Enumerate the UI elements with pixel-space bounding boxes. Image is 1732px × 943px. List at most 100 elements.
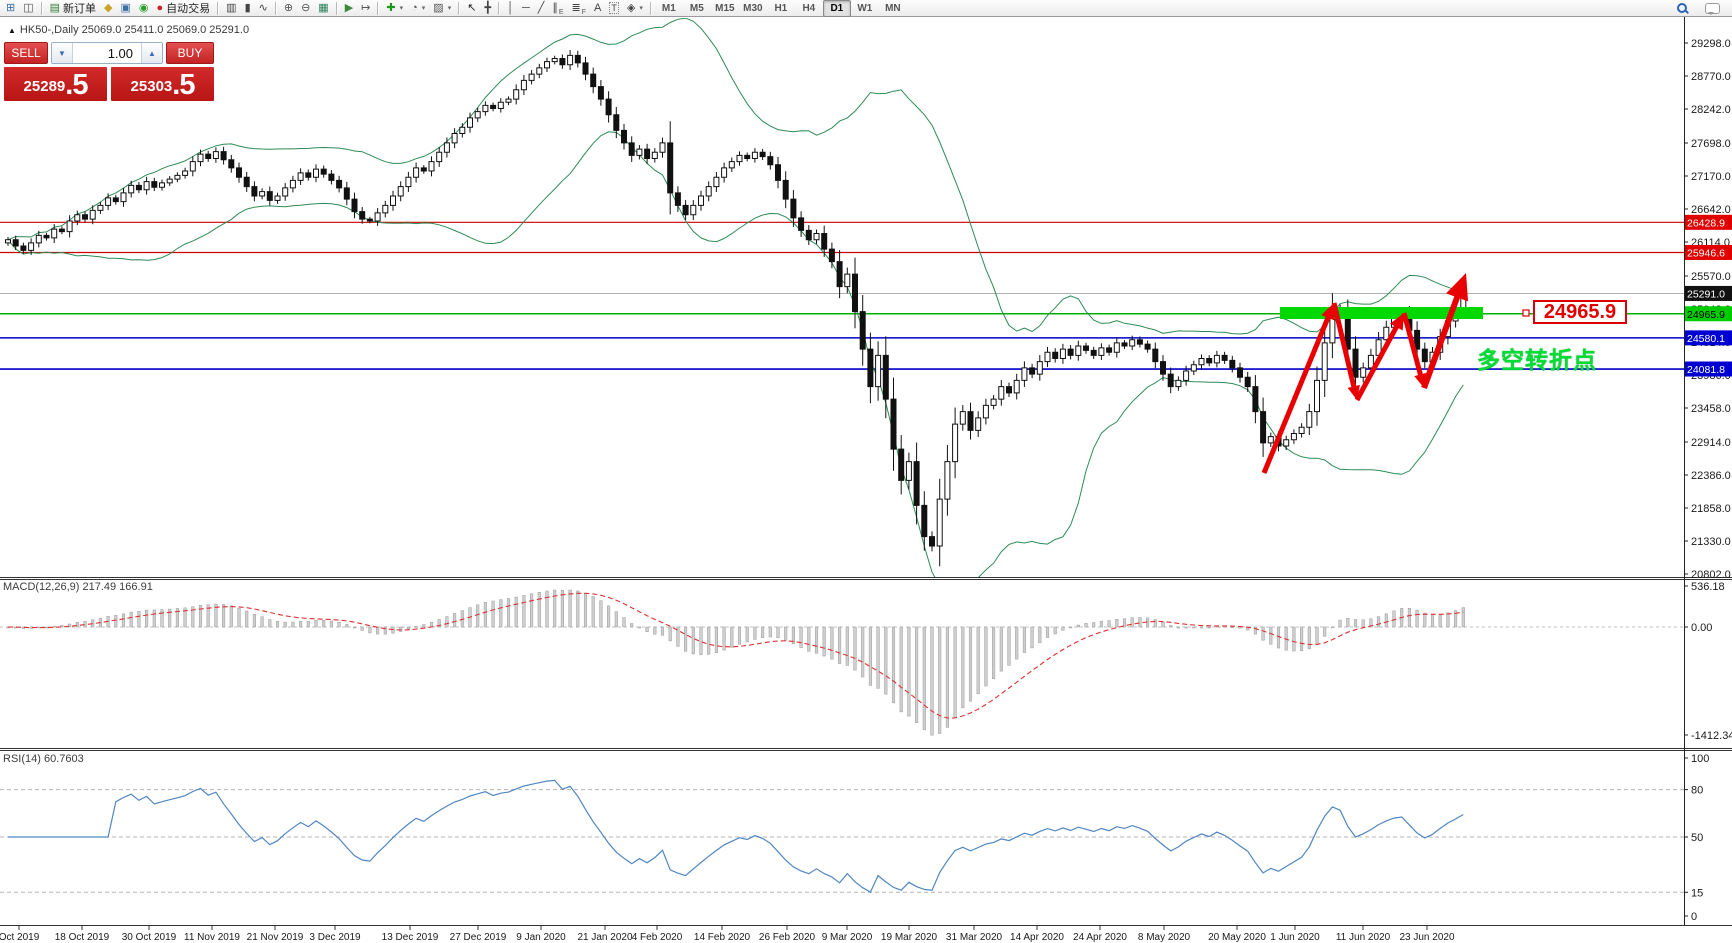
timeframe-H1[interactable]: H1 <box>774 2 788 14</box>
indicators-button[interactable]: ✚ ▾ <box>382 0 407 17</box>
timeframe-D1[interactable]: D1 <box>822 0 851 17</box>
timeframe-M30[interactable]: M30 <box>743 2 763 14</box>
new-order-button[interactable]: ▤ 新订单 <box>46 0 100 17</box>
timeframe-MN[interactable]: MN <box>885 2 901 14</box>
arrows-button[interactable]: ◈ ▾ <box>623 0 647 17</box>
toolbar-separator <box>377 1 380 15</box>
cursor-icon: ↖ <box>467 1 477 14</box>
search-icon <box>1676 2 1689 15</box>
date-axis[interactable]: Oct 2019 18 Oct 2019 30 Oct 2019 11 Nov 201… <box>0 926 1455 943</box>
line-chart-button[interactable]: ∿ <box>255 0 272 17</box>
cursor-button[interactable]: ↖ <box>463 0 480 17</box>
chart-annotations[interactable] <box>1261 273 1530 474</box>
date-tick-label: 26 Feb 2020 <box>759 932 816 943</box>
templates-button[interactable]: ▨ ▾ <box>429 0 455 17</box>
zoom-in-icon: ⊕ <box>283 1 294 14</box>
candles <box>5 50 1467 567</box>
macd-axis-label: 536.18 <box>1691 581 1725 593</box>
symbol-info: ▲ HK50-,Daily 25069.0 25411.0 25069.0 252… <box>8 24 250 36</box>
equidistant-channel-button[interactable]: ∥ E <box>548 0 567 17</box>
zoom-out-icon: ⊖ <box>301 1 311 14</box>
periods-icon: ◔ <box>411 1 418 14</box>
timeframe-W1[interactable]: W1 <box>857 2 873 14</box>
macd-indicator-label: MACD(12,26,9) 217.49 166.91 <box>3 581 153 593</box>
date-tick-label: 18 Oct 2019 <box>55 932 110 943</box>
autotrading-button[interactable]: ● 自动交易 <box>153 0 215 17</box>
indicators-icon: ✚ <box>386 1 396 14</box>
chat-button[interactable] <box>1701 0 1724 17</box>
candlestick-chart-button[interactable]: ▮ <box>241 0 255 17</box>
macd-axis-label: 0.00 <box>1691 622 1712 634</box>
text-button[interactable]: A <box>590 0 605 17</box>
macd-signal-line <box>7 592 1464 719</box>
price-level-badge-label: 24580.1 <box>1687 333 1725 345</box>
date-tick-label: 30 Oct 2019 <box>122 932 177 943</box>
bollinger-bands <box>7 18 1464 577</box>
sell-price-tile[interactable]: 25289.5 <box>4 67 107 101</box>
timeframe-M1[interactable]: M1 <box>661 2 676 14</box>
templates-icon: ▨ <box>433 1 444 14</box>
zoom-out-button[interactable]: ⊖ <box>297 0 314 17</box>
price-level-badge <box>1685 306 1732 322</box>
rsi-panel-content <box>0 779 1684 893</box>
arrows-caret-icon: ▾ <box>639 5 643 12</box>
timeframe-M15[interactable]: M15 <box>715 2 735 14</box>
crosshair-button[interactable]: ╋ <box>480 0 495 17</box>
chart-shift-button[interactable]: ↦ <box>357 0 374 17</box>
date-tick-label: 1 Jun 2020 <box>1270 932 1320 943</box>
metaeditor-button[interactable]: ◆ <box>100 0 116 17</box>
date-tick-label: 14 Apr 2020 <box>1010 932 1064 943</box>
bar-chart-button[interactable]: ▥ <box>222 0 240 17</box>
text-icon: A <box>594 1 602 14</box>
price-level-badge-label: 24965.9 <box>1687 309 1725 321</box>
rsi-line <box>8 779 1464 893</box>
auto-scroll-button[interactable]: ▶ <box>341 0 357 17</box>
macd-axis-label: -1412.34 <box>1691 730 1732 742</box>
timeframe-M5[interactable]: M5 <box>689 2 704 14</box>
price-axis[interactable]: 29298.0 28770.0 28242.0 27698.0 27170.0 26642… <box>1684 38 1732 923</box>
buy-price-tile[interactable]: 25303.5 <box>111 67 214 101</box>
price-level-badge-label: 24081.8 <box>1687 364 1725 376</box>
text-label-button[interactable]: T <box>605 0 623 17</box>
horizontal-line-button[interactable]: ─ <box>518 0 534 17</box>
sell-button[interactable]: SELL <box>4 42 48 64</box>
date-tick-label: Oct 2019 <box>0 932 40 943</box>
price-tick-label: 29298.0 <box>1691 38 1731 50</box>
date-tick-label: 21 Jan 2020 <box>577 932 632 943</box>
volume-decrease-button[interactable]: ▼ <box>52 43 73 63</box>
new-chart-button[interactable]: ⊞ <box>2 0 19 17</box>
vertical-line-button[interactable]: │ <box>503 0 518 17</box>
fibonacci-button[interactable]: ≣ F <box>568 0 591 17</box>
price-callout-box[interactable]: 24965.9 <box>1533 300 1627 324</box>
price-level-badge <box>1685 214 1732 230</box>
timeframe-H4[interactable]: H4 <box>802 2 816 14</box>
buy-button[interactable]: BUY <box>166 42 214 64</box>
price-level-badge <box>1685 330 1732 346</box>
turning-point-note[interactable]: 多空转折点 <box>1477 347 1597 373</box>
price-tick-label: 25570.0 <box>1691 271 1731 283</box>
trendline-button[interactable]: ╱ <box>534 0 549 17</box>
new-order-icon: ▤ <box>49 1 61 14</box>
horizontal-level-lines[interactable] <box>0 221 1684 370</box>
rsi-axis-label: 100 <box>1691 753 1709 765</box>
profiles-button[interactable]: ◫ <box>19 0 37 17</box>
equidistant-channel-sub-label: E <box>558 8 564 16</box>
text-label-icon: T <box>609 2 619 14</box>
market-watch-button[interactable]: ▣ <box>117 0 135 17</box>
periods-button[interactable]: ◔ ▾ <box>407 0 429 17</box>
rsi-indicator-label: RSI(14) 60.7603 <box>3 753 84 765</box>
volume-input[interactable] <box>73 43 141 63</box>
tile-windows-button[interactable]: ▦ <box>314 0 332 17</box>
date-tick-label: 8 May 2020 <box>1138 932 1191 943</box>
callout-handle[interactable] <box>1522 309 1530 317</box>
date-tick-label: 21 Nov 2019 <box>247 932 304 943</box>
date-tick-label: 14 Feb 2020 <box>694 932 751 943</box>
date-tick-label: 19 Mar 2020 <box>881 932 938 943</box>
zoom-in-button[interactable]: ⊕ <box>280 0 297 17</box>
volume-increase-button[interactable]: ▲ <box>141 43 162 63</box>
sound-button[interactable]: ◉ <box>135 0 153 17</box>
search-button[interactable] <box>1672 0 1693 17</box>
price-tick-label: 28242.0 <box>1691 104 1731 116</box>
